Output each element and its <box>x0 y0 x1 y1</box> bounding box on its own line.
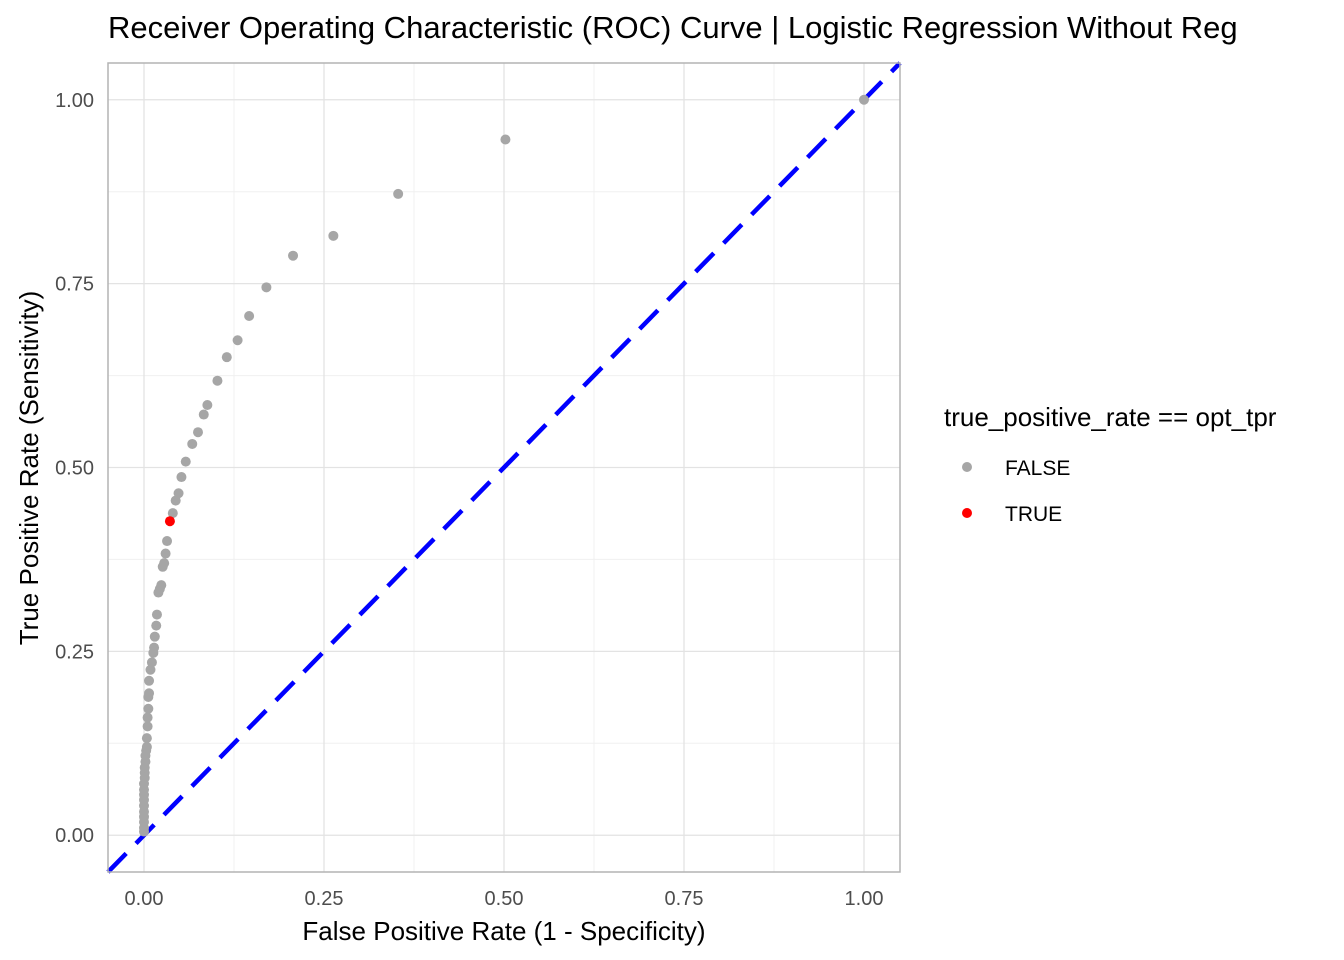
roc-point <box>244 310 255 321</box>
roc-point <box>167 508 178 519</box>
roc-point <box>221 352 232 363</box>
roc-point <box>393 188 404 199</box>
x-tick-label: 0.75 <box>665 888 704 910</box>
roc-point <box>180 456 191 467</box>
x-tick-label: 0.50 <box>485 888 524 910</box>
y-axis-title: True Positive Rate (Sensitivity) <box>14 291 44 645</box>
y-axis-ticks: 0.00 0.25 0.50 0.75 1.00 <box>55 90 94 847</box>
roc-point <box>141 741 152 752</box>
roc-point <box>187 438 198 449</box>
x-axis-ticks: 0.00 0.25 0.50 0.75 1.00 <box>125 888 884 910</box>
roc-point <box>142 721 153 732</box>
reference-line <box>106 61 902 874</box>
roc-point <box>151 609 162 620</box>
roc-point <box>500 134 511 145</box>
legend-swatch-true <box>962 508 972 518</box>
legend-swatch-false <box>962 462 972 472</box>
optimal-point <box>164 516 175 527</box>
x-tick-label: 0.25 <box>305 888 344 910</box>
y-tick-label: 1.00 <box>55 90 94 112</box>
roc-point <box>149 642 160 653</box>
chart-title: Receiver Operating Characteristic (ROC) … <box>108 10 1238 45</box>
legend: true_positive_rate == opt_tpr FALSE TRUE <box>944 402 1277 526</box>
roc-point <box>198 409 209 420</box>
roc-point <box>159 558 170 569</box>
roc-point <box>162 536 173 547</box>
roc-point <box>143 703 154 714</box>
roc-point <box>212 375 223 386</box>
roc-point <box>144 688 155 699</box>
roc-point <box>173 488 184 499</box>
roc-point <box>160 548 171 559</box>
legend-label-true: TRUE <box>1005 503 1062 526</box>
roc-point <box>288 250 299 261</box>
x-tick-label: 1.00 <box>845 888 884 910</box>
roc-point <box>144 675 155 686</box>
y-tick-label: 0.50 <box>55 458 94 480</box>
roc-point <box>859 94 869 105</box>
roc-point <box>156 580 167 591</box>
roc-point <box>193 427 203 438</box>
legend-label-false: FALSE <box>1005 457 1070 480</box>
roc-point <box>261 282 272 293</box>
roc-point <box>176 472 187 483</box>
x-tick-label: 0.00 <box>125 888 164 910</box>
roc-point <box>141 733 152 744</box>
roc-point <box>142 712 153 723</box>
y-tick-label: 0.00 <box>55 825 94 847</box>
roc-point <box>146 657 157 668</box>
roc-point <box>149 631 160 642</box>
y-tick-label: 0.25 <box>55 641 94 663</box>
roc-point <box>328 230 339 241</box>
diagonal-reference-line <box>106 61 902 874</box>
x-axis-title: False Positive Rate (1 - Specificity) <box>302 916 705 946</box>
panel-border <box>107 62 901 873</box>
y-tick-label: 0.75 <box>55 274 94 296</box>
roc-point <box>232 335 243 346</box>
data-points <box>139 94 869 837</box>
roc-point <box>202 399 213 410</box>
legend-title: true_positive_rate == opt_tpr <box>944 402 1277 432</box>
roc-point <box>151 620 162 631</box>
